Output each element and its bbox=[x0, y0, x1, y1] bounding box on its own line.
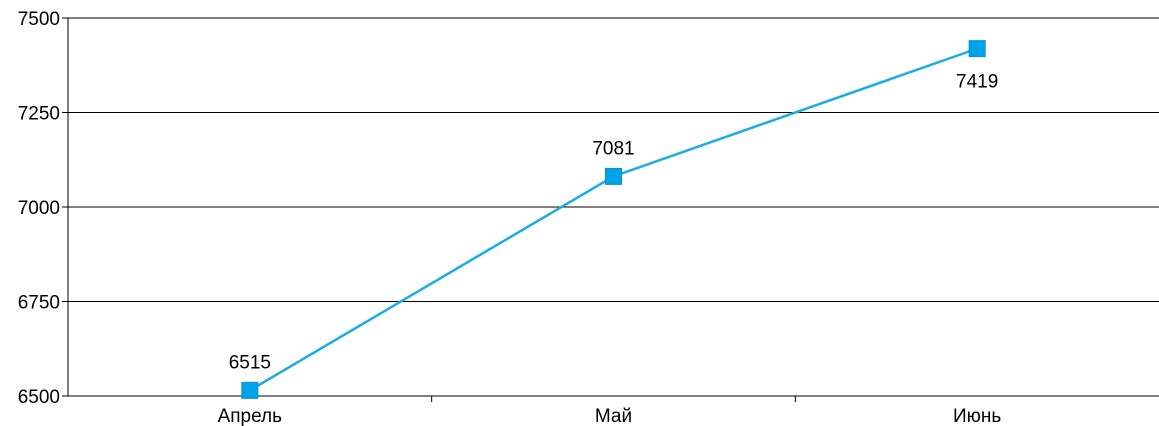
markers bbox=[241, 40, 986, 399]
data-point-marker bbox=[968, 40, 986, 58]
series-line-group bbox=[249, 47, 978, 392]
data-label: 6515 bbox=[229, 352, 271, 373]
x-tick-label: Май bbox=[595, 406, 632, 426]
y-tick-label: 7500 bbox=[18, 9, 60, 30]
y-tick-label: 7250 bbox=[18, 104, 60, 125]
x-tick-label: Апрель bbox=[218, 406, 283, 426]
x-tick-label: Июнь bbox=[953, 406, 1001, 426]
data-labels: 6515 7081 7419 bbox=[229, 72, 999, 374]
y-tick-label: 6750 bbox=[18, 293, 60, 314]
series-line bbox=[249, 47, 978, 392]
x-tick-labels: Апрель Май Июнь bbox=[218, 406, 1002, 426]
y-tick-label: 6500 bbox=[18, 387, 60, 408]
data-point-marker bbox=[605, 167, 622, 185]
data-point-marker bbox=[241, 381, 259, 399]
data-label: 7419 bbox=[956, 72, 998, 93]
y-tick-labels: 6500 6750 7000 7250 7500 bbox=[18, 9, 60, 408]
y-tick-label: 7000 bbox=[18, 198, 60, 219]
data-label: 7081 bbox=[592, 138, 634, 159]
